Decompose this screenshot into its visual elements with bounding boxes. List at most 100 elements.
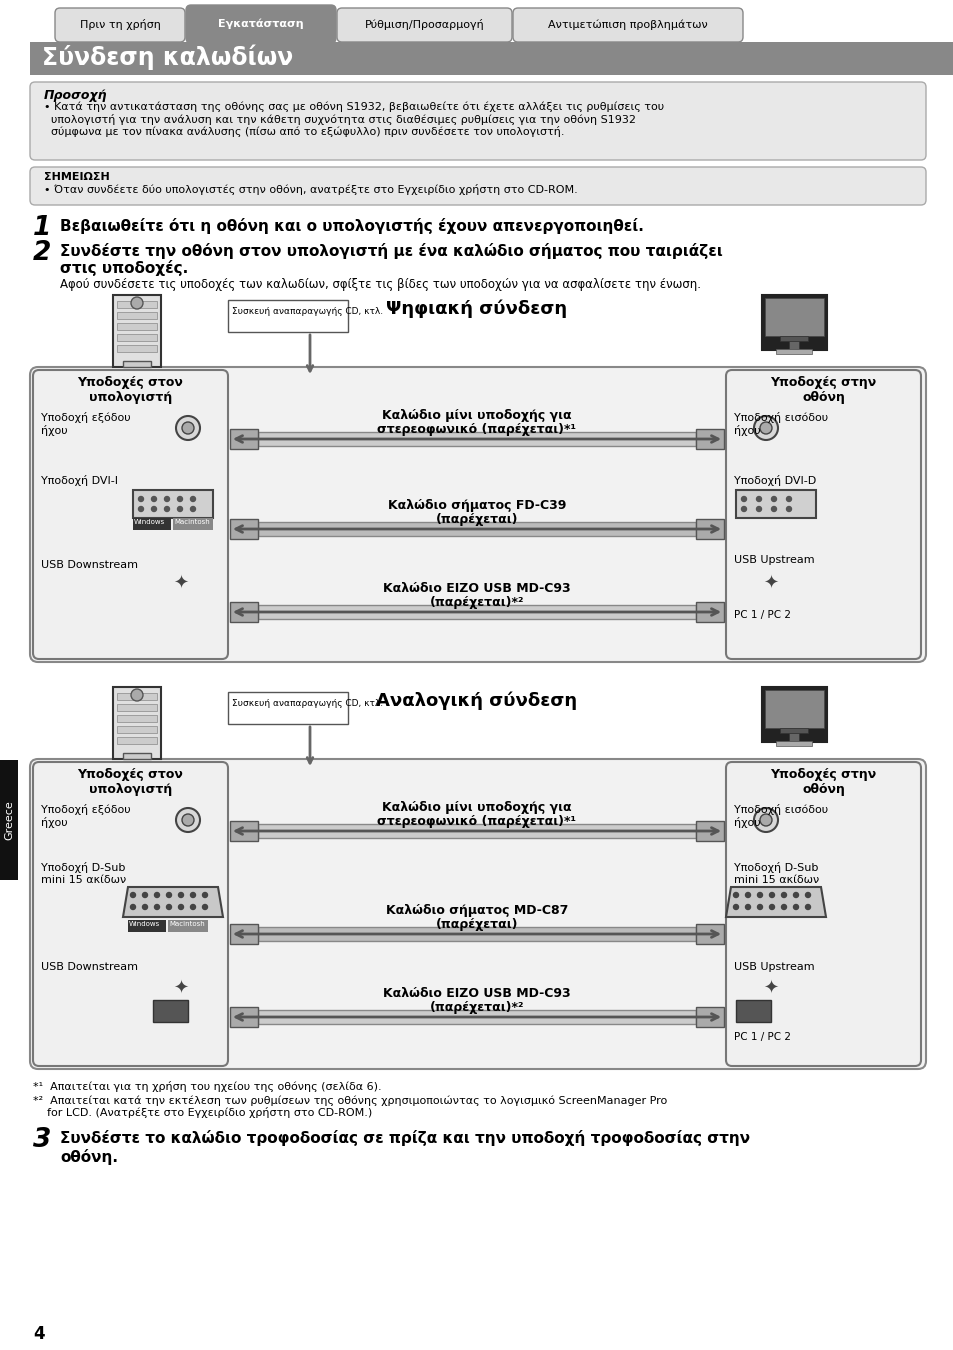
Text: Προσοχή: Προσοχή bbox=[44, 89, 108, 103]
Circle shape bbox=[142, 904, 148, 910]
Text: 1: 1 bbox=[33, 215, 51, 242]
Text: Καλώδιο EIZO USB MD-C93: Καλώδιο EIZO USB MD-C93 bbox=[383, 987, 570, 1000]
Circle shape bbox=[756, 506, 760, 512]
Circle shape bbox=[760, 814, 771, 826]
Circle shape bbox=[164, 497, 170, 501]
Text: Υποδοχή εισόδου
ήχου: Υποδοχή εισόδου ήχου bbox=[733, 805, 827, 828]
Bar bbox=[117, 301, 157, 308]
Circle shape bbox=[785, 506, 791, 512]
Text: Συνδέστε το καλώδιο τροφοδοσίας σε πρίζα και την υποδοχή τροφοδοσίας στην: Συνδέστε το καλώδιο τροφοδοσίας σε πρίζα… bbox=[60, 1130, 749, 1146]
Bar bbox=[117, 716, 157, 722]
Circle shape bbox=[191, 497, 195, 501]
Text: Συσκευή αναπαραγωγής CD, κτλ.: Συσκευή αναπαραγωγής CD, κτλ. bbox=[232, 306, 383, 316]
Text: σύμφωνα με τον πίνακα ανάλυσης (πίσω από το εξώφυλλο) πριν συνδέσετε τον υπολογι: σύμφωνα με τον πίνακα ανάλυσης (πίσω από… bbox=[44, 126, 564, 136]
Polygon shape bbox=[725, 887, 825, 917]
Text: Συνδέστε την οθόνη στον υπολογιστή με ένα καλώδιο σήματος που ταιριάζει: Συνδέστε την οθόνη στον υπολογιστή με έν… bbox=[60, 243, 722, 259]
Circle shape bbox=[131, 297, 143, 309]
Text: USB Upstream: USB Upstream bbox=[733, 555, 814, 566]
Text: Υποδοχή D-Sub
mini 15 ακίδων: Υποδοχή D-Sub mini 15 ακίδων bbox=[733, 863, 819, 884]
Polygon shape bbox=[123, 887, 223, 917]
Text: ✦: ✦ bbox=[173, 980, 189, 998]
Bar bbox=[230, 518, 257, 539]
Text: Αφού συνδέσετε τις υποδοχές των καλωδίων, σφίξτε τις βίδες των υποδοχών για να α: Αφού συνδέσετε τις υποδοχές των καλωδίων… bbox=[60, 278, 700, 292]
Text: υπολογιστή για την ανάλυση και την κάθετη συχνότητα στις διαθέσιμες ρυθμίσεις γι: υπολογιστή για την ανάλυση και την κάθετ… bbox=[44, 113, 636, 126]
Circle shape bbox=[175, 416, 200, 440]
Bar bbox=[117, 693, 157, 701]
Text: Υποδοχή DVI-D: Υποδοχή DVI-D bbox=[733, 475, 816, 486]
FancyBboxPatch shape bbox=[336, 8, 512, 42]
Bar bbox=[257, 824, 696, 838]
Bar bbox=[230, 1007, 257, 1027]
Circle shape bbox=[781, 892, 785, 898]
Text: Καλώδιο σήματος FD-C39: Καλώδιο σήματος FD-C39 bbox=[388, 500, 565, 512]
Bar bbox=[123, 753, 151, 759]
Circle shape bbox=[177, 497, 182, 501]
Bar bbox=[230, 602, 257, 622]
Circle shape bbox=[769, 904, 774, 910]
Bar bbox=[0, 760, 18, 880]
Circle shape bbox=[142, 892, 148, 898]
Circle shape bbox=[177, 506, 182, 512]
Text: (παρέχεται)*²: (παρέχεται)*² bbox=[429, 595, 524, 609]
Bar bbox=[788, 733, 799, 741]
Text: Σύνδεση καλωδίων: Σύνδεση καλωδίων bbox=[42, 45, 293, 70]
Bar bbox=[764, 298, 823, 336]
Bar bbox=[117, 726, 157, 733]
Circle shape bbox=[131, 892, 135, 898]
Bar bbox=[230, 429, 257, 450]
Circle shape bbox=[753, 416, 778, 440]
Circle shape bbox=[744, 892, 750, 898]
Circle shape bbox=[131, 688, 143, 701]
Text: Ψηφιακή σύνδεση: Ψηφιακή σύνδεση bbox=[386, 300, 567, 319]
Bar bbox=[117, 312, 157, 319]
Text: Windows: Windows bbox=[133, 518, 165, 525]
Text: Υποδοχές στην
οθόνη: Υποδοχές στην οθόνη bbox=[770, 768, 876, 796]
Bar bbox=[0, 0, 953, 76]
Circle shape bbox=[202, 892, 208, 898]
Circle shape bbox=[178, 892, 183, 898]
FancyBboxPatch shape bbox=[725, 370, 920, 659]
Text: Καλώδιο EIZO USB MD-C93: Καλώδιο EIZO USB MD-C93 bbox=[383, 582, 570, 595]
Text: στερεοφωνικό (παρέχεται)*¹: στερεοφωνικό (παρέχεται)*¹ bbox=[377, 815, 576, 828]
Text: • Όταν συνδέετε δύο υπολογιστές στην οθόνη, ανατρέξτε στο Εγχειρίδιο χρήστη στο : • Όταν συνδέετε δύο υπολογιστές στην οθό… bbox=[44, 184, 578, 194]
Circle shape bbox=[191, 506, 195, 512]
Text: Υποδοχή εξόδου
ήχου: Υποδοχή εξόδου ήχου bbox=[41, 805, 131, 828]
Circle shape bbox=[182, 814, 193, 826]
Bar bbox=[696, 602, 723, 622]
Text: for LCD. (Ανατρέξτε στο Εγχειρίδιο χρήστη στο CD-ROM.): for LCD. (Ανατρέξτε στο Εγχειρίδιο χρήστ… bbox=[33, 1107, 372, 1118]
FancyBboxPatch shape bbox=[30, 759, 925, 1069]
Circle shape bbox=[202, 904, 208, 910]
Circle shape bbox=[804, 892, 810, 898]
Bar bbox=[172, 518, 213, 531]
Bar bbox=[696, 429, 723, 450]
Bar bbox=[230, 821, 257, 841]
Bar bbox=[132, 518, 171, 531]
Text: (παρέχεται)*²: (παρέχεται)*² bbox=[429, 1000, 524, 1014]
Circle shape bbox=[740, 497, 745, 501]
Circle shape bbox=[167, 892, 172, 898]
Circle shape bbox=[178, 904, 183, 910]
Bar bbox=[117, 323, 157, 329]
Bar bbox=[117, 703, 157, 711]
Circle shape bbox=[785, 497, 791, 501]
Circle shape bbox=[781, 904, 785, 910]
Text: Υποδοχή εξόδου
ήχου: Υποδοχή εξόδου ήχου bbox=[41, 412, 131, 436]
Circle shape bbox=[740, 506, 745, 512]
Circle shape bbox=[753, 809, 778, 832]
Bar bbox=[228, 300, 348, 332]
FancyBboxPatch shape bbox=[33, 761, 228, 1066]
Text: PC 1 / PC 2: PC 1 / PC 2 bbox=[733, 610, 790, 620]
Circle shape bbox=[793, 904, 798, 910]
Bar bbox=[696, 821, 723, 841]
Text: Macintosh: Macintosh bbox=[173, 518, 210, 525]
Circle shape bbox=[769, 892, 774, 898]
Text: ✦: ✦ bbox=[173, 575, 189, 593]
Text: Καλώδιο μίνι υποδοχής για: Καλώδιο μίνι υποδοχής για bbox=[382, 409, 571, 423]
Text: (παρέχεται): (παρέχεται) bbox=[436, 513, 517, 526]
Text: Καλώδιο μίνι υποδοχής για: Καλώδιο μίνι υποδοχής για bbox=[382, 801, 571, 814]
Circle shape bbox=[757, 904, 761, 910]
Text: Υποδοχή DVI-I: Υποδοχή DVI-I bbox=[41, 475, 118, 486]
Text: Αντιμετώπιση προβλημάτων: Αντιμετώπιση προβλημάτων bbox=[548, 20, 707, 30]
Text: Συσκευή αναπαραγωγής CD, κτλ.: Συσκευή αναπαραγωγής CD, κτλ. bbox=[232, 699, 383, 707]
Text: ✦: ✦ bbox=[762, 980, 778, 998]
